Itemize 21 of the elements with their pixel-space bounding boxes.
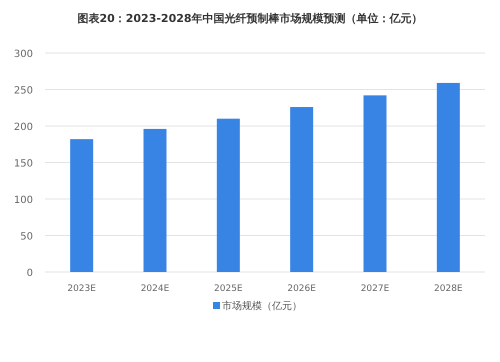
bar [364, 95, 386, 272]
bar [290, 107, 314, 272]
y-tick-label: 250 [14, 86, 33, 96]
bar [216, 118, 240, 272]
bar [436, 82, 460, 272]
bar [70, 139, 94, 272]
y-tick-label: 150 [14, 158, 33, 170]
x-tick-label: 2023E [67, 284, 96, 294]
legend-label: 市场规模（亿元） [222, 300, 302, 312]
y-tick-label: 0 [26, 268, 33, 279]
x-tick-label: 2025E [214, 284, 243, 294]
y-tick-label: 100 [14, 195, 33, 206]
y-tick-label: 50 [20, 232, 33, 242]
x-tick-label: 2028E [434, 284, 463, 294]
chart-title: 图表20：2023-2028年中国光纤预制棒市场规模预测（单位：亿元） [77, 12, 423, 25]
x-tick-label: 2026E [287, 284, 316, 294]
x-tick-label: 2027E [360, 284, 390, 294]
bar [144, 128, 166, 272]
y-tick-label: 300 [14, 49, 33, 60]
y-tick-label: 200 [14, 122, 33, 133]
x-tick-label: 2024E [140, 284, 170, 294]
